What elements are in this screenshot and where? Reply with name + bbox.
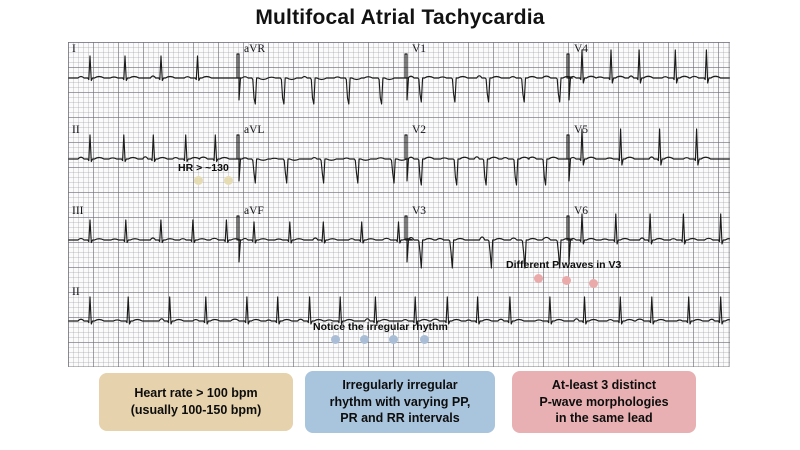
- lead-label-avl: aVL: [244, 124, 265, 136]
- legend-line: At-least 3 distinct: [551, 378, 657, 393]
- hr-annotation-label: HR > ~130: [178, 162, 229, 174]
- pwave-annotation-label: Different P waves in V3: [506, 259, 622, 271]
- legend-line: PR and RR intervals: [340, 411, 460, 426]
- lead-label-v3: V3: [412, 205, 427, 217]
- lead-label-v6: V6: [574, 205, 589, 217]
- legend-rhyth: Irregularly irregular rhythm with varying…: [305, 371, 495, 433]
- ecg-waveform-traces: [68, 49, 730, 325]
- rhythm-annotation-marker-dot: [360, 335, 369, 344]
- legend-line: in the same lead: [555, 411, 653, 426]
- lead-label-ii: II: [72, 286, 80, 298]
- legend-text: At-least 3 distinct P-wave morphologies in…: [539, 377, 668, 427]
- rhythm-annotation-marker-dot: [331, 335, 340, 344]
- pwave-annotation-marker-dot: [562, 276, 571, 285]
- legend-line: P-wave morphologies: [539, 394, 669, 409]
- legend-line: Heart rate > 100 bpm: [134, 386, 258, 401]
- hr-annotation-marker-dot: [194, 176, 203, 185]
- lead-label-v5: V5: [574, 124, 589, 136]
- lead-label-avf: aVF: [244, 205, 264, 217]
- legend-text: Irregularly irregular rhythm with varying…: [330, 377, 471, 427]
- hr-annotation-marker-dot: [224, 176, 233, 185]
- lead-label-v1: V1: [412, 43, 427, 55]
- rhythm-annotation-marker-dot: [389, 335, 398, 344]
- lead-label-i: I: [72, 43, 76, 55]
- page-title: Multifocal Atrial Tachycardia: [255, 6, 545, 29]
- rhythm-annotation-label: Notice the irregular rhythm: [313, 321, 448, 333]
- lead-label-v2: V2: [412, 124, 427, 136]
- lead-label-iii: III: [72, 205, 84, 217]
- legend-line: rhythm with varying PP,: [329, 394, 471, 409]
- pwave-annotation-marker-dot: [534, 274, 543, 283]
- lead-label-ii: II: [72, 124, 80, 136]
- legend-pwave: At-least 3 distinct P-wave morphologies in…: [512, 371, 696, 433]
- legend-line: (usually 100-150 bpm): [130, 403, 262, 417]
- legend-text: Heart rate > 100 bpm (usually 100-150 bpm…: [131, 385, 262, 418]
- lead-label-v4: V4: [574, 43, 589, 55]
- rhythm-annotation-marker-dot: [420, 335, 429, 344]
- pwave-annotation-marker-dot: [589, 279, 598, 288]
- legend-line: Irregularly irregular: [342, 378, 458, 393]
- lead-label-avr: aVR: [244, 43, 266, 55]
- legend-hr: Heart rate > 100 bpm (usually 100-150 bpm…: [99, 373, 293, 431]
